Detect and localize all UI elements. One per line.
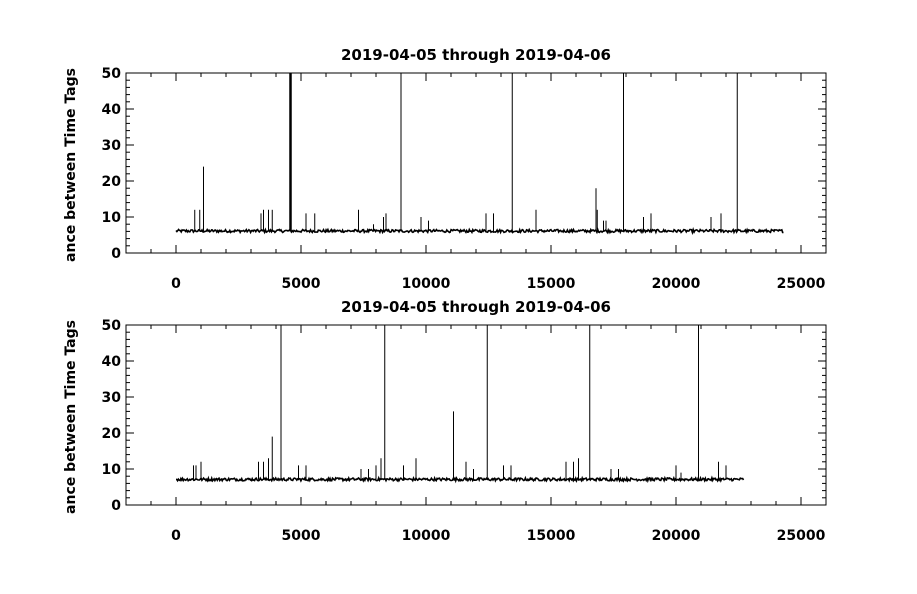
chart-1-y-tick-label: 30 <box>102 390 122 406</box>
chart-1-x-tick-label: 25000 <box>777 528 826 544</box>
chart-1-y-tick-label: 20 <box>102 426 122 442</box>
chart-0-x-tick-label: 20000 <box>652 276 701 292</box>
chart-0-y-tick-label: 50 <box>102 66 122 82</box>
chart-1-x-tick-label: 15000 <box>527 528 576 544</box>
chart-1-y-tick-label: 40 <box>102 354 122 370</box>
chart-1-x-tick-label: 20000 <box>652 528 701 544</box>
chart-0-x-tick-label: 10000 <box>402 276 451 292</box>
chart-0-x-tick-label: 5000 <box>282 276 321 292</box>
chart-0-y-tick-label: 20 <box>102 174 122 190</box>
chart-1-y-tick-label: 0 <box>111 498 121 514</box>
chart-0-series-baseline-trace <box>175 226 784 236</box>
chart-0-title: 2019-04-05 through 2019-04-06 <box>341 46 611 64</box>
top-chart-panel: 2019-04-05 through 2019-04-06 ance betwee… <box>63 46 827 292</box>
chart-0-y-tick-label: 40 <box>102 102 122 118</box>
chart-0-y-tick-label: 0 <box>111 246 121 262</box>
chart-0-y-tick-label: 10 <box>102 210 122 226</box>
bottom-chart-panel: 2019-04-05 through 2019-04-06 ance betwee… <box>63 298 827 544</box>
chart-0-x-tick-label: 25000 <box>777 276 826 292</box>
chart-0-x-tick-label: 15000 <box>527 276 576 292</box>
chart-1-x-tick-label: 5000 <box>282 528 321 544</box>
chart-1-x-tick-label: 10000 <box>402 528 451 544</box>
chart-1-x-tick-label: 0 <box>171 528 181 544</box>
chart-1-y-tick-label: 50 <box>102 318 122 334</box>
chart-0-x-tick-label: 0 <box>171 276 181 292</box>
chart-1-series-baseline-trace <box>176 475 745 484</box>
chart-1-y-axis-label: ance between Time Tags <box>63 320 79 514</box>
chart-1-title: 2019-04-05 through 2019-04-06 <box>341 298 611 316</box>
chart-0-y-tick-label: 30 <box>102 138 122 154</box>
chart-1-y-tick-label: 10 <box>102 462 122 478</box>
chart-0-y-axis-label: ance between Time Tags <box>63 68 79 262</box>
